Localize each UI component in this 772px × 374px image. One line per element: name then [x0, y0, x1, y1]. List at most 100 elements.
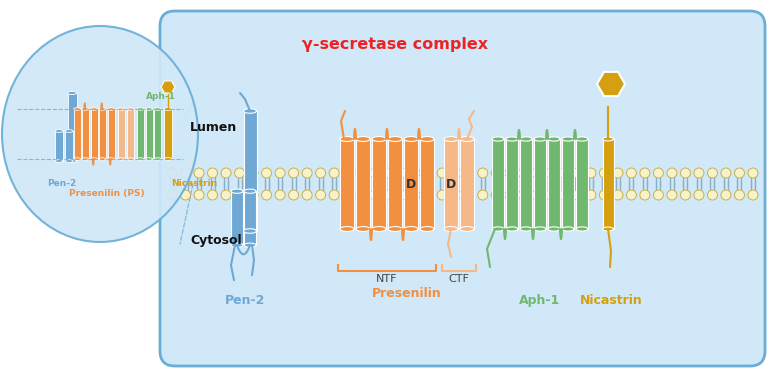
Bar [154, 109, 161, 159]
Text: D: D [446, 178, 456, 190]
Circle shape [667, 168, 677, 178]
Ellipse shape [164, 157, 172, 160]
Circle shape [694, 168, 704, 178]
Ellipse shape [82, 108, 89, 110]
Circle shape [248, 168, 258, 178]
Ellipse shape [154, 108, 161, 110]
Bar [372, 139, 386, 229]
Ellipse shape [67, 91, 76, 95]
Circle shape [275, 168, 285, 178]
Circle shape [194, 168, 204, 178]
Circle shape [262, 168, 272, 178]
Circle shape [235, 190, 245, 200]
Circle shape [748, 190, 758, 200]
Bar [534, 139, 546, 229]
Circle shape [640, 190, 650, 200]
Circle shape [478, 190, 488, 200]
Ellipse shape [244, 189, 256, 193]
Circle shape [613, 190, 623, 200]
Ellipse shape [65, 160, 73, 162]
Ellipse shape [372, 137, 386, 141]
Circle shape [221, 190, 231, 200]
Circle shape [437, 190, 447, 200]
Circle shape [289, 168, 299, 178]
Ellipse shape [90, 158, 97, 160]
Circle shape [356, 168, 366, 178]
Bar [90, 109, 97, 159]
Ellipse shape [340, 137, 354, 141]
Ellipse shape [460, 227, 474, 232]
Circle shape [572, 168, 582, 178]
Circle shape [721, 190, 731, 200]
Bar [506, 139, 518, 229]
Circle shape [653, 168, 663, 178]
Circle shape [545, 168, 555, 178]
Ellipse shape [534, 227, 546, 231]
Circle shape [491, 190, 501, 200]
Ellipse shape [534, 137, 546, 141]
Circle shape [680, 190, 690, 200]
Ellipse shape [520, 137, 532, 141]
Text: Pen-2: Pen-2 [225, 294, 266, 307]
Ellipse shape [388, 137, 402, 141]
Circle shape [194, 190, 204, 200]
Ellipse shape [356, 227, 370, 232]
Circle shape [262, 190, 272, 200]
Bar [602, 139, 614, 229]
Circle shape [221, 168, 231, 178]
Bar [73, 109, 80, 159]
Circle shape [734, 168, 744, 178]
Bar [244, 191, 256, 245]
Ellipse shape [602, 227, 614, 231]
Circle shape [599, 168, 609, 178]
Circle shape [397, 168, 407, 178]
Circle shape [532, 168, 542, 178]
Circle shape [748, 168, 758, 178]
Ellipse shape [244, 243, 256, 247]
Ellipse shape [67, 159, 76, 163]
Circle shape [464, 168, 474, 178]
Bar [65, 131, 73, 161]
Circle shape [559, 168, 569, 178]
Ellipse shape [420, 137, 434, 141]
Ellipse shape [562, 227, 574, 231]
Text: NTF: NTF [376, 274, 398, 284]
Circle shape [586, 190, 596, 200]
Ellipse shape [548, 137, 560, 141]
Ellipse shape [404, 137, 418, 141]
Circle shape [586, 168, 596, 178]
Bar [82, 109, 89, 159]
Ellipse shape [2, 26, 198, 242]
Ellipse shape [82, 158, 89, 160]
Circle shape [356, 190, 366, 200]
Text: Lumen: Lumen [190, 121, 237, 134]
Circle shape [707, 168, 717, 178]
Polygon shape [597, 72, 625, 96]
Circle shape [370, 190, 380, 200]
FancyBboxPatch shape [160, 11, 765, 366]
Bar [520, 139, 532, 229]
Bar [492, 139, 504, 229]
Bar [356, 139, 370, 229]
Circle shape [599, 190, 609, 200]
Circle shape [208, 168, 218, 178]
Circle shape [626, 190, 636, 200]
Circle shape [302, 190, 312, 200]
Ellipse shape [127, 108, 134, 110]
Ellipse shape [576, 137, 588, 141]
Ellipse shape [243, 109, 256, 113]
Ellipse shape [90, 108, 97, 110]
Ellipse shape [99, 108, 106, 110]
Circle shape [289, 190, 299, 200]
Text: Aph-1: Aph-1 [145, 92, 175, 101]
Text: Nicastrin: Nicastrin [580, 294, 642, 307]
Bar [231, 191, 243, 245]
Bar [127, 109, 134, 159]
Ellipse shape [164, 108, 172, 110]
Circle shape [316, 168, 326, 178]
Circle shape [275, 190, 285, 200]
Circle shape [437, 168, 447, 178]
Circle shape [572, 190, 582, 200]
Bar [243, 111, 256, 231]
Bar [99, 109, 106, 159]
